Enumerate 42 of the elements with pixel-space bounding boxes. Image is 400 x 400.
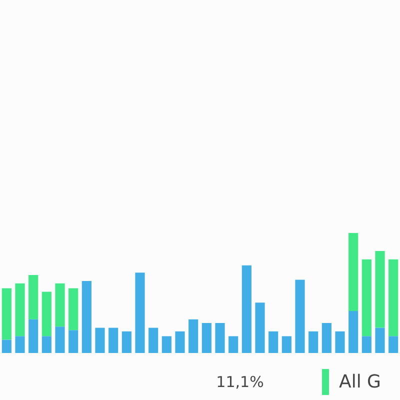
bar: [68, 330, 78, 353]
bar: [308, 331, 318, 353]
bar: [108, 328, 118, 353]
bar: [135, 272, 145, 353]
bar: [68, 288, 78, 330]
legend-label: All G: [339, 372, 381, 393]
bar: [15, 336, 25, 353]
bar: [348, 233, 358, 311]
bar: [362, 336, 372, 353]
bar: [375, 251, 385, 328]
bar: [42, 336, 52, 353]
bar: [15, 283, 25, 336]
bar: [215, 323, 225, 353]
bar: [268, 331, 278, 353]
bar: [242, 265, 252, 353]
bar: [388, 336, 398, 353]
bar: [228, 336, 238, 353]
bar: [322, 323, 332, 353]
bar: [388, 259, 398, 336]
bar: [348, 311, 358, 353]
bar: [55, 283, 65, 327]
bar: [362, 259, 372, 336]
bar: [82, 281, 92, 353]
bar: [95, 328, 105, 353]
bar: [335, 331, 345, 353]
bar: [255, 302, 265, 353]
bar: [55, 326, 65, 353]
bar: [295, 280, 305, 353]
bar: [282, 336, 292, 353]
bar: [175, 331, 185, 353]
bar: [122, 331, 132, 353]
text: 11,1%: [216, 372, 264, 391]
bar: [2, 288, 12, 340]
bar: [375, 328, 385, 353]
bar: [28, 275, 38, 320]
bar: [2, 340, 12, 353]
bar: [28, 319, 38, 353]
bar: [188, 319, 198, 353]
bar: [162, 336, 172, 353]
bar: [148, 328, 158, 353]
bar: [42, 292, 52, 336]
bar: [202, 323, 212, 353]
